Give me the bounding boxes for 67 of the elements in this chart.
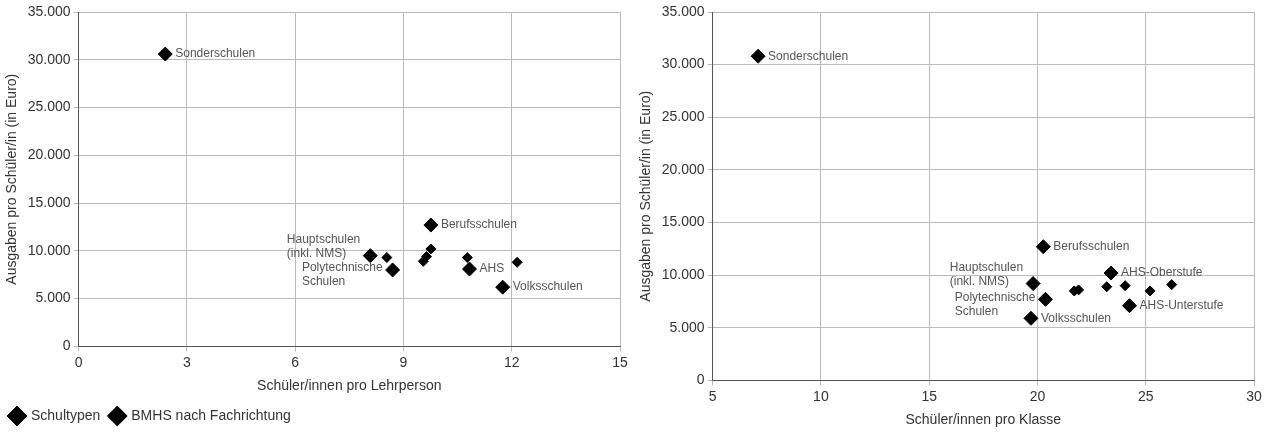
y-tick-label: 5.000 bbox=[669, 318, 705, 335]
point bbox=[1023, 310, 1039, 326]
x-tick-label: 6 bbox=[291, 353, 300, 370]
x-tick-label: 30 bbox=[1246, 387, 1262, 404]
point bbox=[1144, 285, 1156, 297]
x-axis-title: Schüler/innen pro Lehrperson bbox=[257, 377, 442, 394]
point bbox=[1121, 298, 1137, 314]
annotation: AHS-Unterstufe bbox=[1139, 297, 1224, 312]
point bbox=[1025, 276, 1041, 292]
legend-label: Schultypen bbox=[31, 406, 101, 423]
y-tick-label: 10.000 bbox=[27, 241, 71, 258]
point bbox=[381, 252, 393, 264]
point bbox=[1166, 279, 1178, 291]
y-tick-label: 25.000 bbox=[661, 108, 705, 125]
x-tick-label: 15 bbox=[612, 353, 628, 370]
y-tick-label: 35.000 bbox=[27, 2, 71, 19]
x-tick-label: 3 bbox=[183, 353, 191, 370]
point bbox=[462, 261, 477, 277]
y-tick-label: 0 bbox=[696, 371, 705, 388]
y-axis-title: Ausgaben pro Schüler/in (in Euro) bbox=[637, 90, 654, 302]
annotation: Volksschulen bbox=[512, 279, 583, 294]
annotation: Sonderschulen bbox=[768, 48, 849, 63]
y-tick-label: 25.000 bbox=[27, 98, 71, 115]
point bbox=[1119, 280, 1131, 292]
x-tick-label: 10 bbox=[813, 387, 829, 404]
point bbox=[1037, 291, 1053, 307]
x-tick-label: 20 bbox=[1029, 387, 1046, 404]
x-tick-label: 9 bbox=[399, 353, 408, 370]
point bbox=[511, 256, 523, 268]
x-tick-label: 25 bbox=[1137, 387, 1154, 404]
y-tick-label: 15.000 bbox=[27, 193, 71, 210]
annotation: AHS bbox=[479, 261, 505, 276]
y-tick-label: 5.000 bbox=[35, 289, 71, 306]
point bbox=[385, 262, 401, 278]
y-tick-label: 30.000 bbox=[27, 50, 71, 67]
point bbox=[423, 217, 439, 233]
point bbox=[1103, 265, 1119, 281]
annotation: Hauptschulen (inkl. NMS) bbox=[949, 259, 1024, 288]
x-axis-title: Schüler/innen pro Klasse bbox=[905, 411, 1062, 428]
annotation: Berufsschulen bbox=[1053, 239, 1130, 254]
point bbox=[461, 252, 473, 264]
x-tick-label: 12 bbox=[503, 353, 520, 370]
annotation: Sonderschulen bbox=[175, 46, 256, 61]
y-tick-label: 35.000 bbox=[661, 2, 705, 19]
point bbox=[425, 243, 437, 255]
point bbox=[1035, 239, 1051, 255]
y-tick-label: 20.000 bbox=[27, 146, 71, 163]
point bbox=[1101, 281, 1113, 293]
y-tick-label: 10.000 bbox=[661, 266, 705, 282]
x-tick-label: 5 bbox=[708, 387, 717, 404]
point bbox=[495, 279, 511, 295]
annotation: Polytechnische Schulen bbox=[301, 260, 383, 289]
y-axis-title: Ausgaben pro Schüler/in (in Euro) bbox=[3, 73, 20, 285]
point bbox=[750, 48, 766, 64]
y-tick-label: 20.000 bbox=[661, 160, 705, 177]
y-tick-label: 0 bbox=[62, 337, 71, 354]
annotation: AHS-Oberstufe bbox=[1121, 265, 1203, 280]
annotation: Polytechnische Schulen bbox=[954, 289, 1036, 318]
x-tick-label: 0 bbox=[74, 353, 83, 370]
annotation: Volksschulen bbox=[1040, 310, 1111, 325]
annotation: Hauptschulen (inkl. NMS) bbox=[286, 231, 361, 260]
point bbox=[157, 46, 173, 62]
y-tick-label: 30.000 bbox=[661, 55, 705, 72]
x-tick-label: 15 bbox=[921, 387, 938, 404]
y-tick-label: 15.000 bbox=[661, 213, 705, 230]
annotation: Berufsschulen bbox=[440, 217, 517, 232]
legend-label: BMHS nach Fachrichtung bbox=[131, 406, 291, 423]
